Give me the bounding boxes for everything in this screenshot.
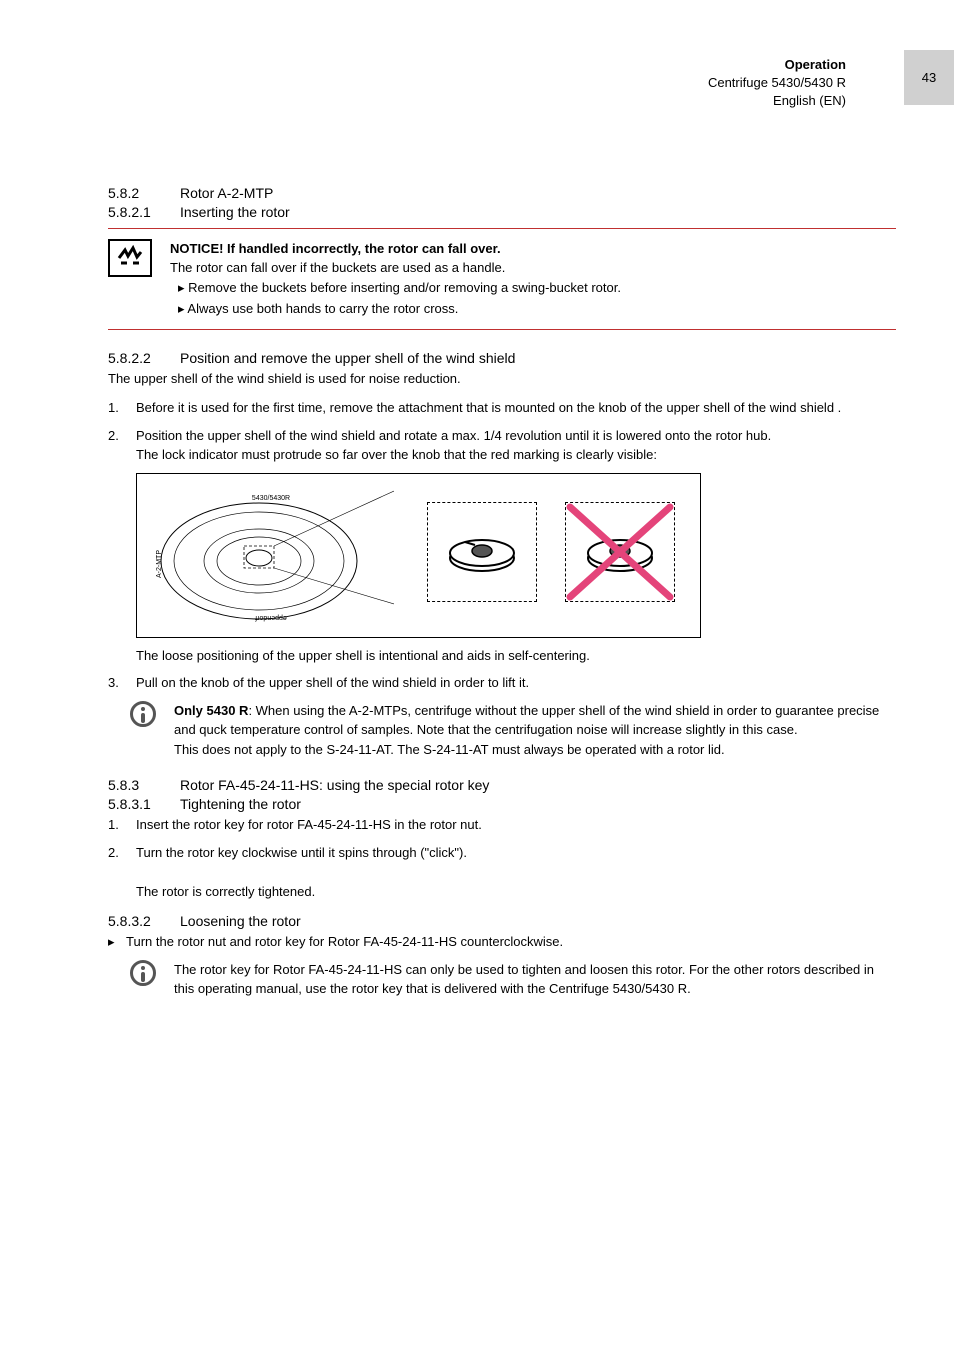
list-item: 2. Position the upper shell of the wind … bbox=[108, 426, 896, 465]
list-num: 1. bbox=[108, 815, 136, 835]
bullet-arrow-icon: ▸ bbox=[108, 932, 126, 952]
rotor-top-view: 5430/5430R A-2-MTP eppendorf bbox=[149, 486, 394, 626]
list-text: Turn the rotor key clockwise until it sp… bbox=[136, 843, 896, 902]
info-block: The rotor key for Rotor FA-45-24-11-HS c… bbox=[130, 960, 896, 999]
ordered-list: 3. Pull on the knob of the upper shell o… bbox=[108, 673, 896, 693]
notice-bullet: Remove the buckets before inserting and/… bbox=[178, 278, 621, 298]
heading-5-8-3: 5.8.3 Rotor FA-45-24-11-HS: using the sp… bbox=[108, 777, 896, 793]
knob-incorrect bbox=[565, 502, 675, 602]
heading-5-8-2: 5.8.2 Rotor A-2-MTP bbox=[108, 185, 896, 201]
list-num: 2. bbox=[108, 426, 136, 465]
header-section: Operation bbox=[108, 56, 846, 74]
heading-num: 5.8.3.2 bbox=[108, 913, 180, 929]
heading-text: Inserting the rotor bbox=[180, 204, 290, 220]
header-product: Centrifuge 5430/5430 R bbox=[108, 74, 846, 92]
info-block: Only 5430 R: When using the A-2-MTPs, ce… bbox=[130, 701, 896, 760]
info-bold: Only 5430 R bbox=[174, 703, 248, 718]
diagram-top-label: 5430/5430R bbox=[252, 495, 290, 502]
page-number: 43 bbox=[922, 70, 936, 85]
heading-num: 5.8.2.1 bbox=[108, 204, 180, 220]
diagram-bottom-label: eppendorf bbox=[255, 614, 287, 621]
heading-num: 5.8.3 bbox=[108, 777, 180, 793]
damage-icon bbox=[108, 239, 152, 277]
notice-text: NOTICE! If handled incorrectly, the roto… bbox=[170, 239, 621, 321]
info-icon bbox=[130, 701, 156, 727]
heading-text: Rotor FA-45-24-11-HS: using the special … bbox=[180, 777, 489, 793]
info-text: The rotor key for Rotor FA-45-24-11-HS c… bbox=[174, 960, 896, 999]
knob-correct bbox=[427, 502, 537, 602]
bullet-text: Turn the rotor nut and rotor key for Rot… bbox=[126, 932, 563, 952]
page-number-box: 43 bbox=[904, 50, 954, 105]
rule-red bbox=[108, 228, 896, 229]
list-num: 2. bbox=[108, 843, 136, 902]
list-item: 3. Pull on the knob of the upper shell o… bbox=[108, 673, 896, 693]
post-diagram-note: The loose positioning of the upper shell… bbox=[136, 646, 896, 666]
list-item: 1. Before it is used for the first time,… bbox=[108, 398, 896, 418]
list-text: Insert the rotor key for rotor FA-45-24-… bbox=[136, 815, 896, 835]
list-item: 1. Insert the rotor key for rotor FA-45-… bbox=[108, 815, 896, 835]
info-icon bbox=[130, 960, 156, 986]
heading-num: 5.8.3.1 bbox=[108, 796, 180, 812]
list-text-a: Turn the rotor key clockwise until it sp… bbox=[136, 845, 467, 860]
list-item: 2. Turn the rotor key clockwise until it… bbox=[108, 843, 896, 902]
list-text-b: The rotor is correctly tightened. bbox=[136, 884, 315, 899]
rotor-diagram: 5430/5430R A-2-MTP eppendorf bbox=[136, 473, 701, 638]
list-text: Pull on the knob of the upper shell of t… bbox=[136, 673, 896, 693]
list-text-a: Position the upper shell of the wind shi… bbox=[136, 428, 771, 443]
ordered-list: 1. Before it is used for the first time,… bbox=[108, 398, 896, 465]
rule-red bbox=[108, 329, 896, 330]
list-text-b: The lock indicator must protrude so far … bbox=[136, 447, 657, 462]
notice-line: The rotor can fall over if the buckets a… bbox=[170, 258, 621, 278]
heading-text: Position and remove the upper shell of t… bbox=[180, 350, 515, 366]
heading-5-8-2-1: 5.8.2.1 Inserting the rotor bbox=[108, 204, 896, 220]
diagram-side-label: A-2-MTP bbox=[156, 549, 163, 577]
heading-5-8-3-2: 5.8.3.2 Loosening the rotor bbox=[108, 913, 896, 929]
info-body2: This does not apply to the S-24-11-AT. T… bbox=[174, 742, 725, 757]
bullet-item: ▸ Turn the rotor nut and rotor key for R… bbox=[108, 932, 896, 952]
info-body: : When using the A-2-MTPs, centrifuge wi… bbox=[174, 703, 879, 738]
page-content: Operation Centrifuge 5430/5430 R English… bbox=[0, 0, 954, 1039]
list-num: 3. bbox=[108, 673, 136, 693]
list-text: Position the upper shell of the wind shi… bbox=[136, 426, 896, 465]
page-header: Operation Centrifuge 5430/5430 R English… bbox=[108, 56, 896, 111]
notice-block: NOTICE! If handled incorrectly, the roto… bbox=[108, 239, 896, 321]
info-text: Only 5430 R: When using the A-2-MTPs, ce… bbox=[174, 701, 896, 760]
heading-num: 5.8.2 bbox=[108, 185, 180, 201]
intro-paragraph: The upper shell of the wind shield is us… bbox=[108, 369, 896, 389]
notice-title: NOTICE! If handled incorrectly, the roto… bbox=[170, 239, 621, 259]
header-lang: English (EN) bbox=[108, 92, 846, 110]
heading-5-8-3-1: 5.8.3.1 Tightening the rotor bbox=[108, 796, 896, 812]
heading-text: Tightening the rotor bbox=[180, 796, 301, 812]
heading-text: Rotor A-2-MTP bbox=[180, 185, 273, 201]
heading-num: 5.8.2.2 bbox=[108, 350, 180, 366]
list-text: Before it is used for the first time, re… bbox=[136, 398, 896, 418]
list-num: 1. bbox=[108, 398, 136, 418]
notice-bullet: Always use both hands to carry the rotor… bbox=[178, 299, 621, 319]
ordered-list: 1. Insert the rotor key for rotor FA-45-… bbox=[108, 815, 896, 901]
heading-5-8-2-2: 5.8.2.2 Position and remove the upper sh… bbox=[108, 350, 896, 366]
heading-text: Loosening the rotor bbox=[180, 913, 301, 929]
